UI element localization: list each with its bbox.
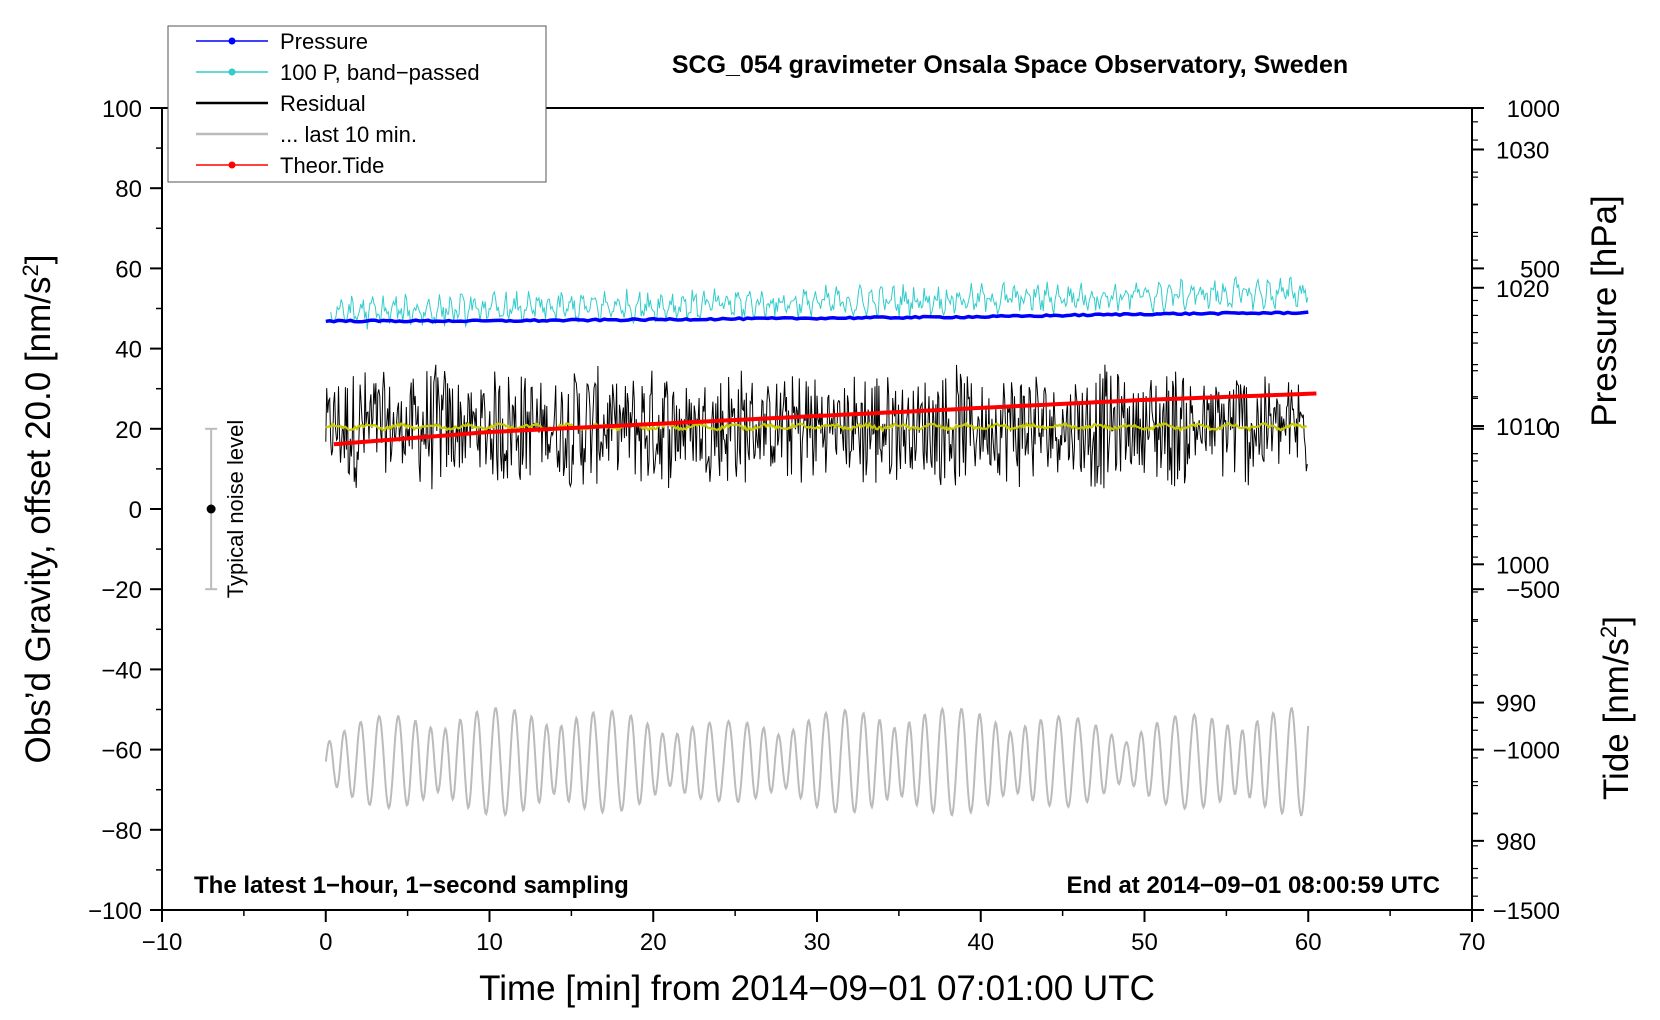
pressure-axis-ticks: 980 990 1000 1010 1020 1030 [1472, 121, 1549, 897]
x-tick-label: 20 [640, 929, 667, 956]
legend-label: Pressure [280, 29, 368, 54]
x-tick-label: −10 [142, 929, 183, 956]
tide-tick-label: 1000 [1507, 96, 1560, 123]
y-axis-label-left-sup: 2 [18, 264, 43, 276]
pressure-tick-label: 980 [1496, 829, 1536, 856]
y-tick-label: 20 [115, 417, 142, 444]
y-tick-label: 40 [115, 337, 142, 364]
x-tick-label: 60 [1295, 929, 1322, 956]
legend-swatch-marker [228, 37, 236, 45]
y-axis-label-left-text: Obs’d Gravity, offset 20.0 [nm/s [19, 277, 58, 764]
tide-axis-label-sup: 2 [1596, 626, 1621, 638]
tide-tick-label: −1500 [1493, 898, 1560, 925]
x-tick-label: 30 [804, 929, 831, 956]
x-axis-ticks: −10 0 10 20 30 40 50 60 70 [142, 910, 1486, 956]
bandpassed-pressure-line [330, 275, 1309, 330]
noise-bar-midpoint [206, 504, 216, 514]
legend: Pressure 100 P, band−passed Residual ... la… [167, 25, 547, 183]
pressure-series-line [325, 310, 1309, 324]
legend-swatch-marker [228, 68, 236, 76]
y-tick-label: 0 [129, 497, 142, 524]
legend-label: 100 P, band−passed [280, 60, 480, 85]
y-tick-label: −40 [101, 657, 142, 684]
tide-tick-label: 0 [1547, 417, 1560, 444]
y-tick-label: 80 [115, 176, 142, 203]
legend-label: ... last 10 min. [280, 122, 417, 147]
tide-axis-ticks: −1500 −1000 −500 0 500 1000 [1472, 96, 1560, 925]
pressure-tick-label: 1000 [1496, 552, 1549, 579]
chart-title: SCG_054 gravimeter Onsala Space Observat… [672, 51, 1348, 79]
theoretical-tide-line [333, 391, 1317, 447]
legend-swatch-marker [228, 161, 236, 169]
y-tick-label: 60 [115, 256, 142, 283]
series-layer [324, 275, 1317, 818]
x-tick-label: 0 [319, 929, 332, 956]
y-axis-label-left: Obs’d Gravity, offset 20.0 [nm/s2] [18, 255, 58, 764]
residual-smoothed-line [325, 421, 1307, 433]
y-tick-label: −100 [88, 898, 142, 925]
annotation-sampling: The latest 1−hour, 1−second sampling [194, 872, 629, 899]
tide-tick-label: −1000 [1493, 738, 1560, 765]
pressure-tick-label: 1030 [1496, 137, 1549, 164]
x-tick-label: 40 [967, 929, 994, 956]
tide-tick-label: 500 [1520, 256, 1560, 283]
y-tick-label: −20 [101, 577, 142, 604]
pressure-tick-label: 990 [1496, 691, 1536, 718]
legend-label: Theor.Tide [280, 153, 384, 178]
tide-axis-label-text: Tide [nm/s [1597, 638, 1636, 800]
y-tick-label: −80 [101, 818, 142, 845]
noise-level-label: Typical noise level [223, 420, 248, 599]
y-axis-label-left-end: ] [19, 255, 58, 265]
legend-label: Residual [280, 91, 366, 116]
noise-level-indicator: Typical noise level [205, 420, 248, 599]
tide-tick-label: −500 [1506, 577, 1560, 604]
tide-axis-label: Tide [nm/s2] [1596, 616, 1636, 800]
annotation-end-time: End at 2014−09−01 08:00:59 UTC [1066, 872, 1440, 899]
x-tick-label: 70 [1459, 929, 1486, 956]
pressure-axis-label: Pressure [hPa] [1585, 195, 1624, 427]
x-tick-label: 10 [476, 929, 503, 956]
x-tick-label: 50 [1131, 929, 1158, 956]
pressure-tick-label: 1010 [1496, 414, 1549, 441]
pressure-tick-label: 1020 [1496, 276, 1549, 303]
y-axis-ticks: −100 −80 −60 −40 −20 0 20 40 60 80 100 [88, 96, 162, 925]
tide-axis-label-end: ] [1597, 616, 1636, 626]
y-tick-label: 100 [102, 96, 142, 123]
x-axis-label: Time [min] from 2014−09−01 07:01:00 UTC [479, 969, 1155, 1008]
last-10-min-line [324, 706, 1310, 818]
y-tick-label: −60 [101, 738, 142, 765]
